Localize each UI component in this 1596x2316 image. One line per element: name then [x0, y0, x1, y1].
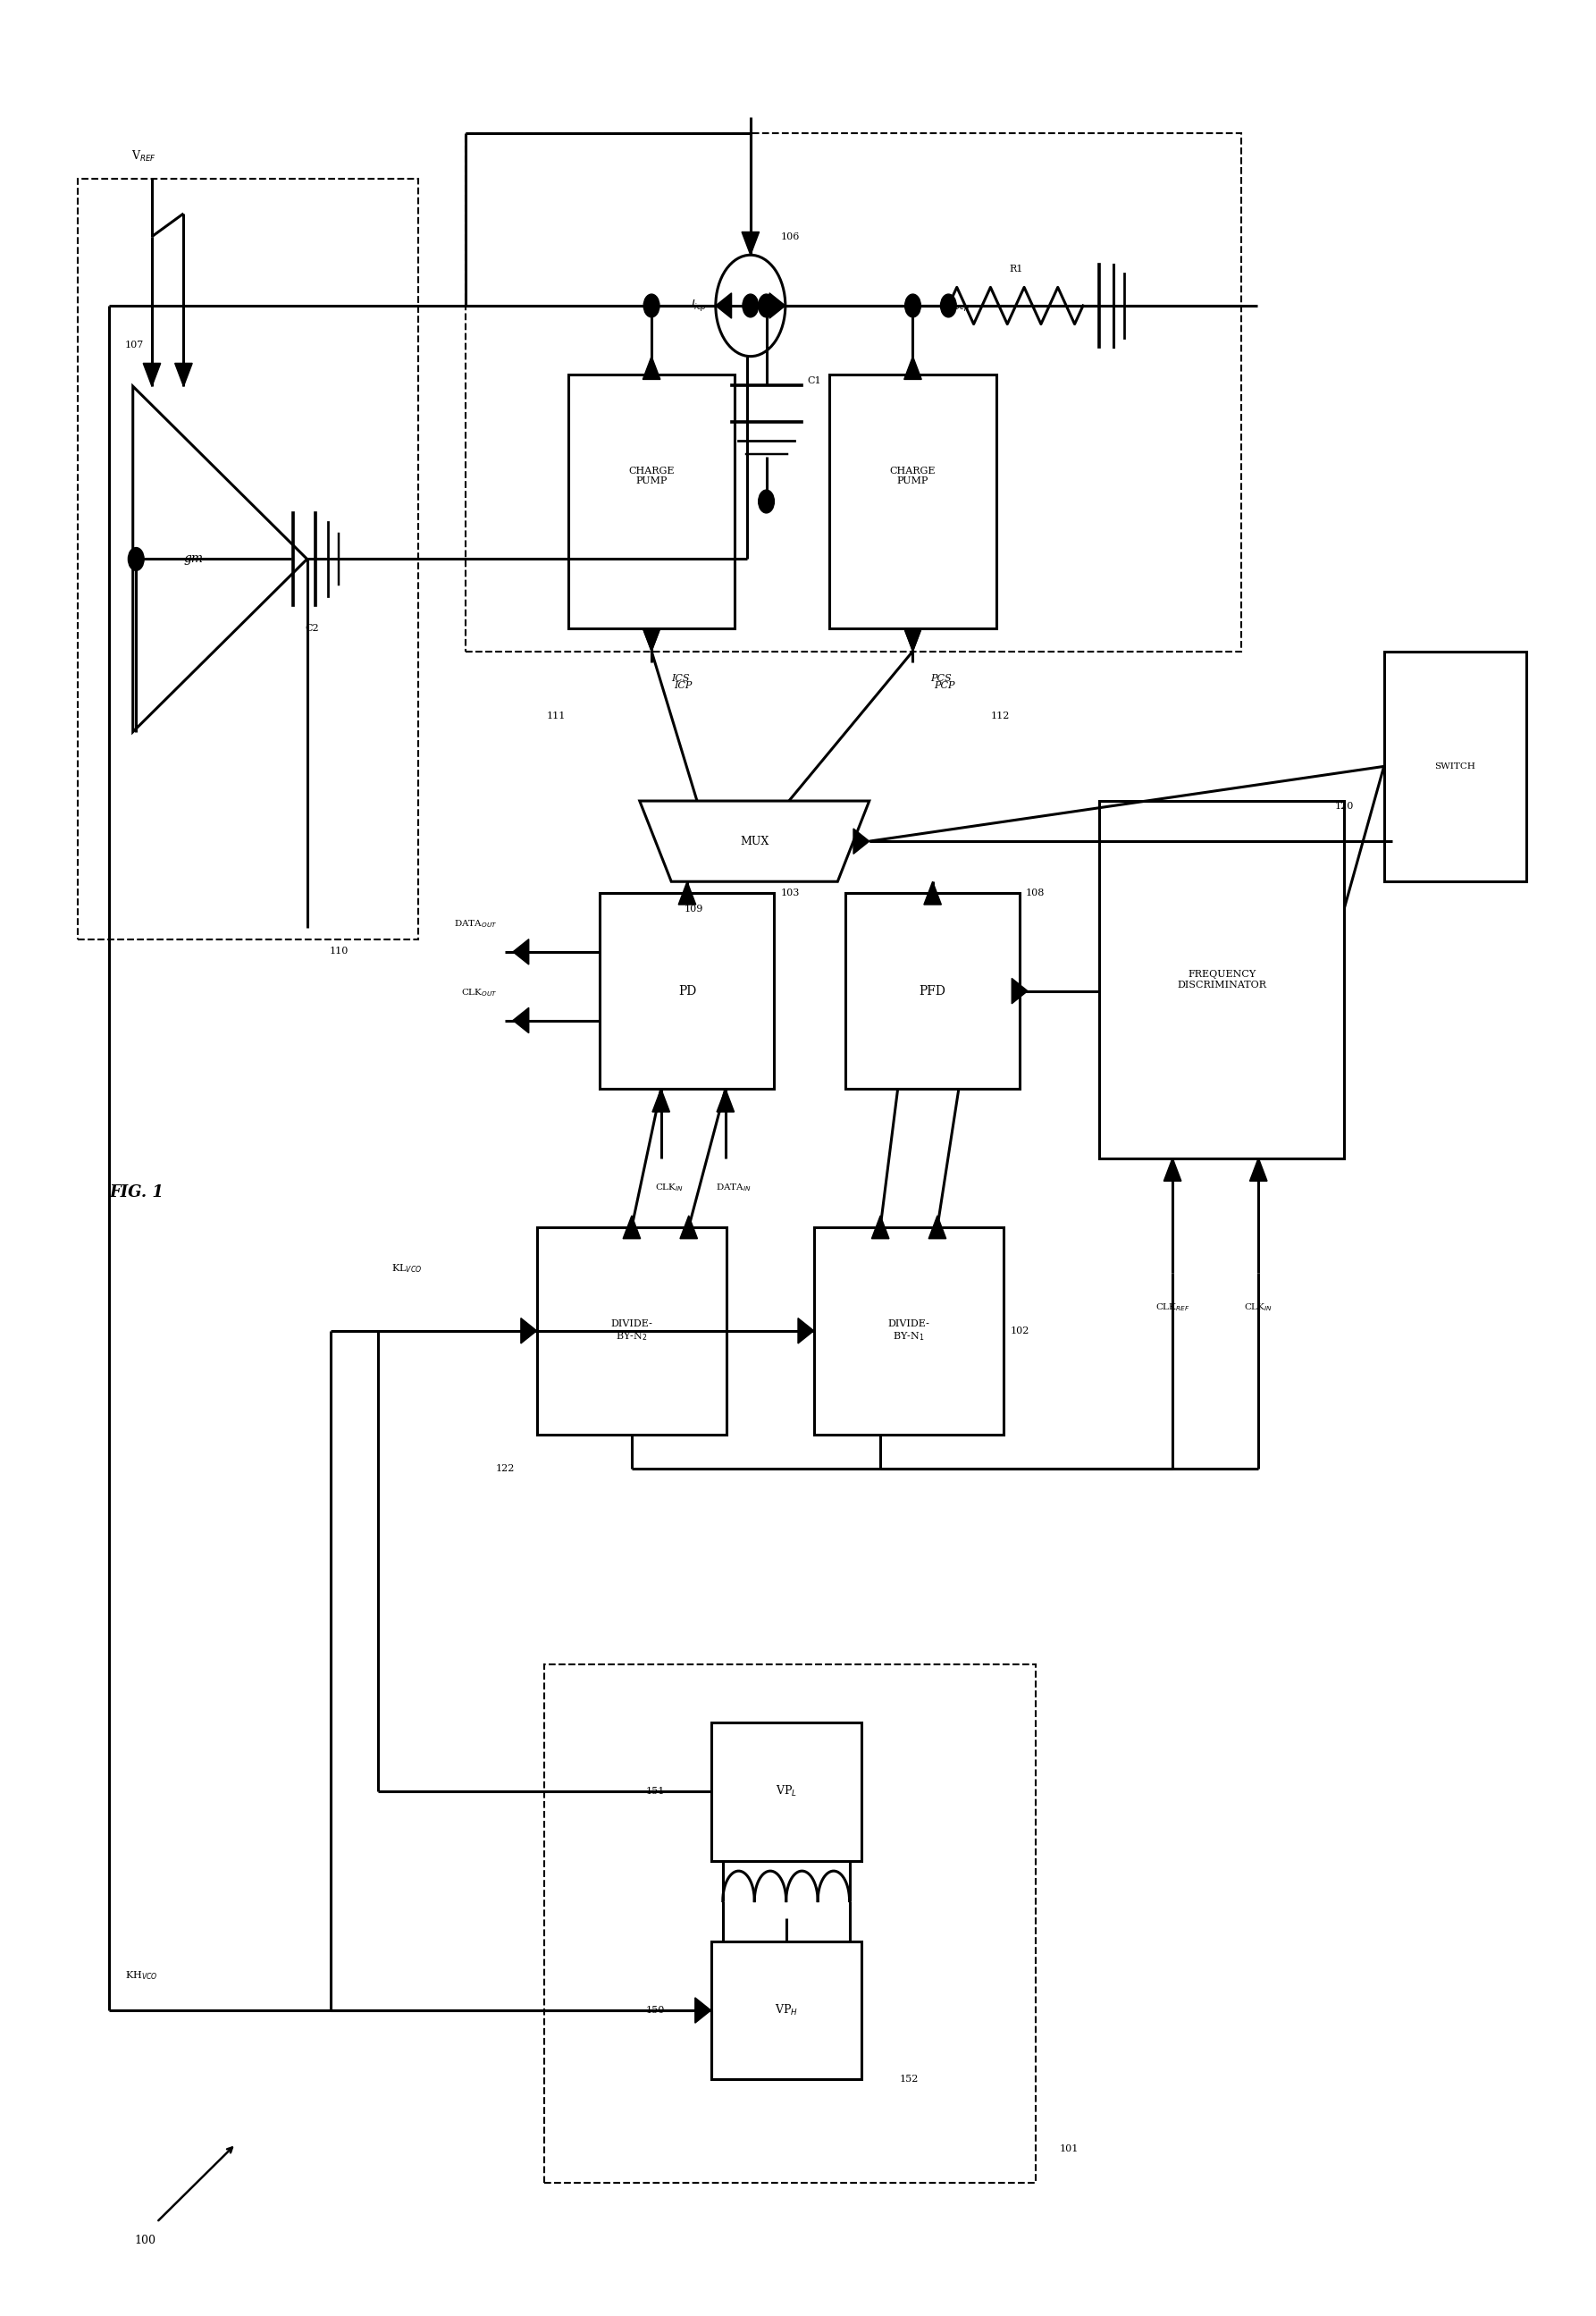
- Text: CLK$_{IN}$: CLK$_{IN}$: [1245, 1302, 1272, 1313]
- Text: CLK$_{REF}$: CLK$_{REF}$: [1156, 1302, 1189, 1313]
- Text: DATA$_{OUT}$: DATA$_{OUT}$: [453, 919, 496, 931]
- Polygon shape: [622, 1216, 640, 1239]
- Circle shape: [742, 294, 758, 317]
- Text: FIG. 1: FIG. 1: [109, 1183, 163, 1200]
- Text: PFD: PFD: [919, 984, 946, 998]
- Polygon shape: [1163, 1158, 1181, 1181]
- Text: V$_{REF}$: V$_{REF}$: [131, 148, 156, 162]
- Polygon shape: [680, 1216, 697, 1239]
- Text: +: +: [744, 299, 758, 313]
- Circle shape: [940, 294, 956, 317]
- Circle shape: [758, 294, 774, 317]
- Text: 150: 150: [646, 2006, 666, 2015]
- Polygon shape: [854, 829, 870, 855]
- Polygon shape: [1250, 1158, 1267, 1181]
- Bar: [846, 894, 1020, 1089]
- Text: R1: R1: [1009, 264, 1023, 273]
- Text: SWITCH: SWITCH: [1435, 762, 1476, 771]
- Text: DIVIDE-
BY-N$_2$: DIVIDE- BY-N$_2$: [611, 1320, 653, 1343]
- Text: $I_{pcp}$: $I_{pcp}$: [951, 299, 970, 313]
- Text: DATA$_{IN}$: DATA$_{IN}$: [715, 1181, 752, 1193]
- Bar: [830, 375, 996, 628]
- Polygon shape: [520, 1318, 536, 1343]
- Text: PCS: PCS: [930, 674, 951, 683]
- Polygon shape: [717, 1089, 734, 1112]
- Text: MUX: MUX: [741, 836, 769, 848]
- Bar: [600, 894, 774, 1089]
- Polygon shape: [1012, 977, 1028, 1003]
- Text: CLK$_{IN}$: CLK$_{IN}$: [654, 1181, 683, 1193]
- Polygon shape: [871, 1216, 889, 1239]
- Text: DIVIDE-
BY-N$_1$: DIVIDE- BY-N$_1$: [887, 1320, 930, 1343]
- Bar: [710, 1723, 862, 1860]
- Bar: [536, 1227, 726, 1434]
- Text: 108: 108: [1026, 889, 1045, 899]
- Polygon shape: [643, 628, 661, 651]
- Text: 120: 120: [1334, 801, 1353, 811]
- Polygon shape: [742, 232, 760, 255]
- Polygon shape: [798, 1318, 814, 1343]
- Text: VP$_L$: VP$_L$: [776, 1783, 796, 1800]
- Text: CHARGE
PUMP: CHARGE PUMP: [891, 466, 935, 486]
- Text: KL$_{VCO}$: KL$_{VCO}$: [391, 1262, 423, 1274]
- Polygon shape: [903, 628, 921, 651]
- Text: 103: 103: [780, 889, 800, 899]
- Text: 101: 101: [1060, 2145, 1079, 2154]
- Text: $I_{icp}$: $I_{icp}$: [691, 299, 707, 313]
- Polygon shape: [769, 294, 785, 317]
- Polygon shape: [643, 628, 661, 651]
- Text: ICP: ICP: [674, 681, 693, 690]
- Text: gm: gm: [184, 554, 203, 565]
- Bar: [1100, 801, 1344, 1158]
- Polygon shape: [903, 357, 921, 380]
- Text: 106: 106: [780, 232, 800, 241]
- Text: 152: 152: [899, 2075, 918, 2084]
- Text: ICS: ICS: [670, 674, 689, 683]
- Polygon shape: [924, 882, 942, 906]
- Polygon shape: [715, 294, 731, 317]
- Text: 102: 102: [1010, 1327, 1029, 1336]
- Bar: [544, 1665, 1036, 2184]
- Circle shape: [643, 294, 659, 317]
- Text: 109: 109: [685, 906, 702, 915]
- Bar: [710, 1941, 862, 2080]
- Text: 151: 151: [646, 1788, 666, 1795]
- Text: VP$_H$: VP$_H$: [774, 2003, 798, 2017]
- Text: PD: PD: [678, 984, 696, 998]
- Polygon shape: [643, 357, 661, 380]
- Bar: [568, 375, 734, 628]
- Polygon shape: [132, 387, 306, 732]
- Text: PCP: PCP: [934, 681, 954, 690]
- Bar: [78, 178, 418, 940]
- Polygon shape: [640, 801, 870, 882]
- Polygon shape: [512, 940, 528, 963]
- Text: CHARGE
PUMP: CHARGE PUMP: [629, 466, 675, 486]
- Polygon shape: [653, 1089, 670, 1112]
- Text: KH$_{VCO}$: KH$_{VCO}$: [124, 1969, 158, 1982]
- Text: 110: 110: [329, 947, 348, 954]
- Text: 107: 107: [124, 340, 144, 350]
- Circle shape: [758, 491, 774, 514]
- Bar: [466, 132, 1242, 651]
- Text: CLK$_{OUT}$: CLK$_{OUT}$: [461, 987, 496, 998]
- Text: 112: 112: [991, 711, 1009, 720]
- Circle shape: [715, 255, 785, 357]
- Text: 100: 100: [134, 2235, 156, 2247]
- Polygon shape: [929, 1216, 946, 1239]
- Text: FREQUENCY
DISCRIMINATOR: FREQUENCY DISCRIMINATOR: [1176, 970, 1266, 989]
- Circle shape: [128, 547, 144, 570]
- Polygon shape: [903, 628, 921, 651]
- Bar: [1384, 651, 1526, 882]
- Polygon shape: [144, 364, 161, 387]
- Polygon shape: [176, 364, 192, 387]
- Polygon shape: [512, 1007, 528, 1033]
- Circle shape: [905, 294, 921, 317]
- Text: 122: 122: [495, 1464, 514, 1473]
- Polygon shape: [678, 882, 696, 906]
- Polygon shape: [696, 1999, 710, 2022]
- Text: C2: C2: [305, 623, 319, 632]
- Text: C1: C1: [808, 375, 820, 384]
- Bar: [814, 1227, 1004, 1434]
- Text: 111: 111: [547, 711, 567, 720]
